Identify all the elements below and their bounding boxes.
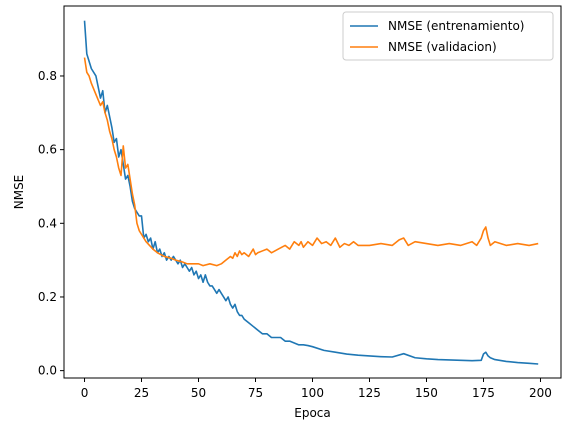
y-axis-label: NMSE [12, 175, 26, 210]
x-tick-label: 125 [358, 386, 381, 400]
axes-layer: 0 25 50 75 100 125 150 175 200 0.0 0.2 0.4 0.6 0.8 [38, 69, 552, 400]
plot-area [64, 6, 561, 378]
y-tick-label: 0.4 [38, 216, 57, 230]
x-tick-label: 100 [301, 386, 324, 400]
y-tick-label: 0.6 [38, 143, 57, 157]
x-tick-label: 50 [191, 386, 206, 400]
x-tick-label: 0 [81, 386, 89, 400]
x-tick-label: 200 [529, 386, 552, 400]
x-tick-label: 150 [415, 386, 438, 400]
y-tick-label: 0.2 [38, 290, 57, 304]
x-tick-label: 175 [472, 386, 495, 400]
x-tick-label: 75 [248, 386, 263, 400]
legend-label-entrenamiento: NMSE (entrenamiento) [388, 19, 524, 33]
legend: NMSE (entrenamiento) NMSE (validacion) [342, 11, 554, 61]
legend-box [342, 11, 554, 61]
legend-label-validacion: NMSE (validacion) [388, 40, 497, 54]
x-tick-label: 25 [134, 386, 149, 400]
series-line-entrenamiento [83, 20, 539, 365]
plot-frame [63, 5, 562, 379]
series-layer [83, 20, 539, 365]
y-tick-label: 0.0 [38, 364, 57, 378]
x-axis-label: Epoca [294, 406, 331, 420]
y-tick-label: 0.8 [38, 69, 57, 83]
series-line-validacion [83, 57, 539, 267]
